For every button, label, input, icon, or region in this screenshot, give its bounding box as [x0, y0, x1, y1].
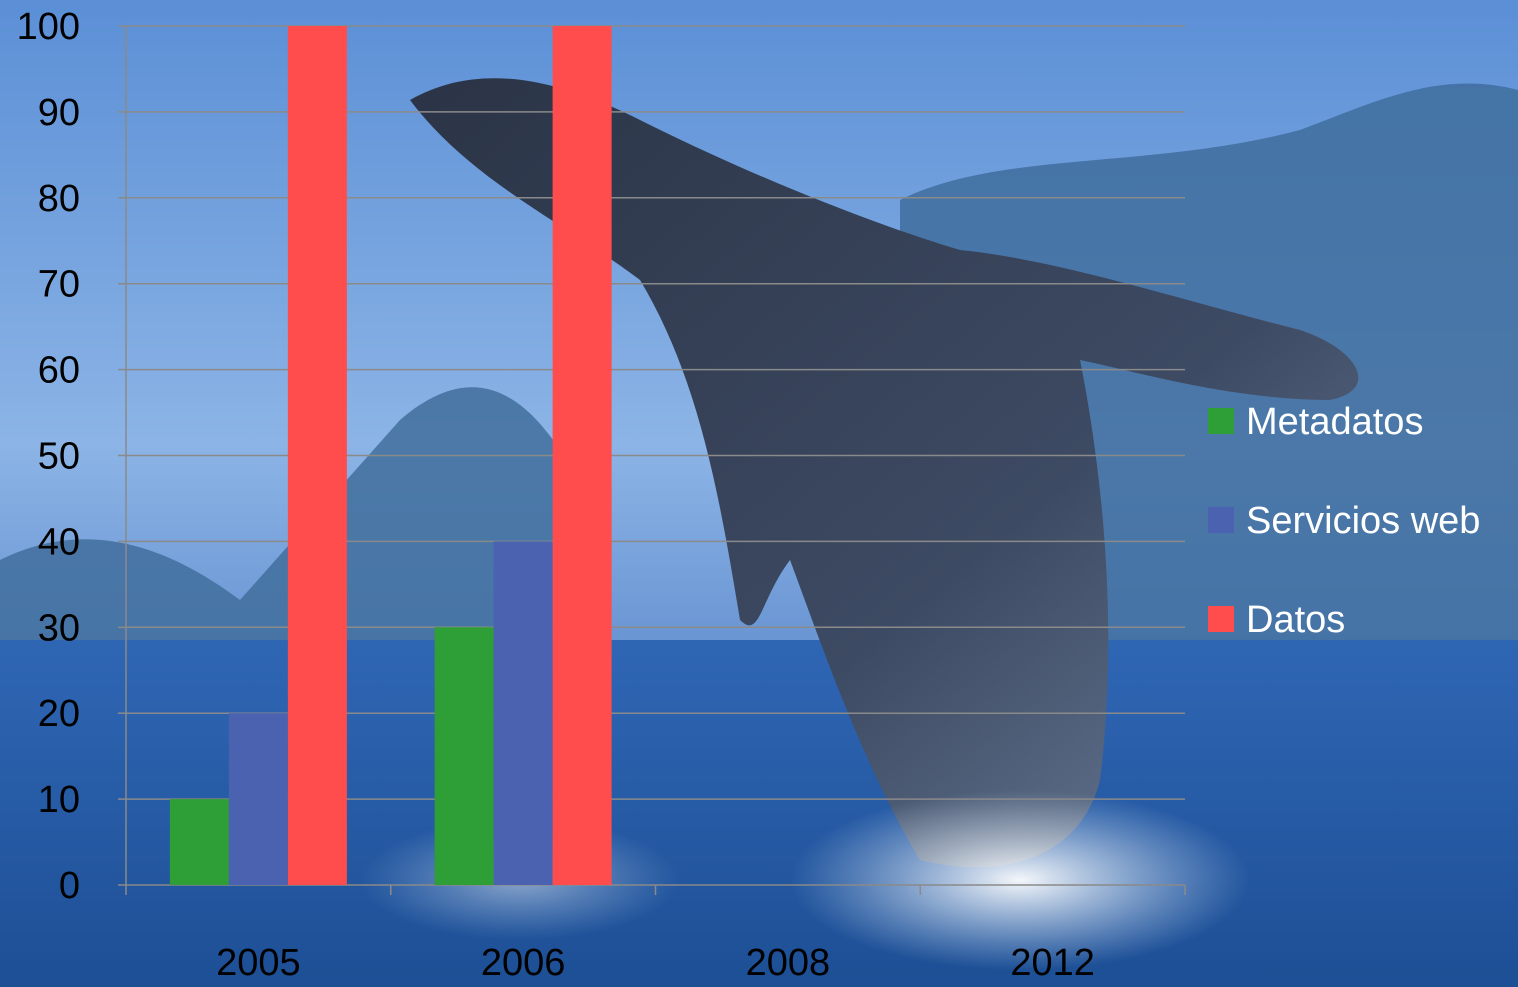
- y-axis-tick-labels: 0 10 20 30 40 50 60 70 80 90 100: [17, 6, 80, 907]
- y-tick-label-30: 30: [38, 607, 80, 649]
- y-tick-label-40: 40: [38, 521, 80, 563]
- bar-servicios-web-2005: [228, 713, 288, 885]
- x-axis-tick-labels: 2005 2006 2008 2012: [216, 942, 1095, 984]
- bar-metadatos-2005: [169, 799, 229, 885]
- x-tick-label-2005: 2005: [216, 942, 301, 984]
- legend-label-datos: Datos: [1246, 599, 1345, 641]
- legend-swatch-servicios-web: [1208, 507, 1234, 533]
- legend-label-servicios-web: Servicios web: [1246, 500, 1480, 542]
- y-tick-label-50: 50: [38, 436, 80, 478]
- x-tick-label-2006: 2006: [481, 942, 566, 984]
- legend-label-metadatos: Metadatos: [1246, 401, 1423, 443]
- y-tick-label-70: 70: [38, 264, 80, 306]
- gridlines: [126, 25, 1185, 800]
- y-tick-label-60: 60: [38, 350, 80, 392]
- legend: Metadatos Servicios web Datos: [1208, 401, 1480, 641]
- bar-servicios-web-2006: [493, 541, 553, 885]
- y-tick-label-0: 0: [59, 865, 80, 907]
- legend-swatch-datos: [1208, 606, 1234, 632]
- y-tick-label-100: 100: [17, 6, 80, 48]
- y-tick-label-80: 80: [38, 178, 80, 220]
- x-tick-label-2008: 2008: [746, 942, 831, 984]
- y-tick-label-10: 10: [38, 779, 80, 821]
- y-tick-label-20: 20: [38, 693, 80, 735]
- bar-datos-2005: [287, 26, 347, 885]
- legend-swatch-metadatos: [1208, 408, 1234, 434]
- bar-metadatos-2006: [434, 627, 494, 885]
- x-tick-label-2012: 2012: [1010, 942, 1095, 984]
- bar-datos-2006: [552, 26, 612, 885]
- bars: [169, 26, 612, 885]
- y-tick-label-90: 90: [38, 92, 80, 134]
